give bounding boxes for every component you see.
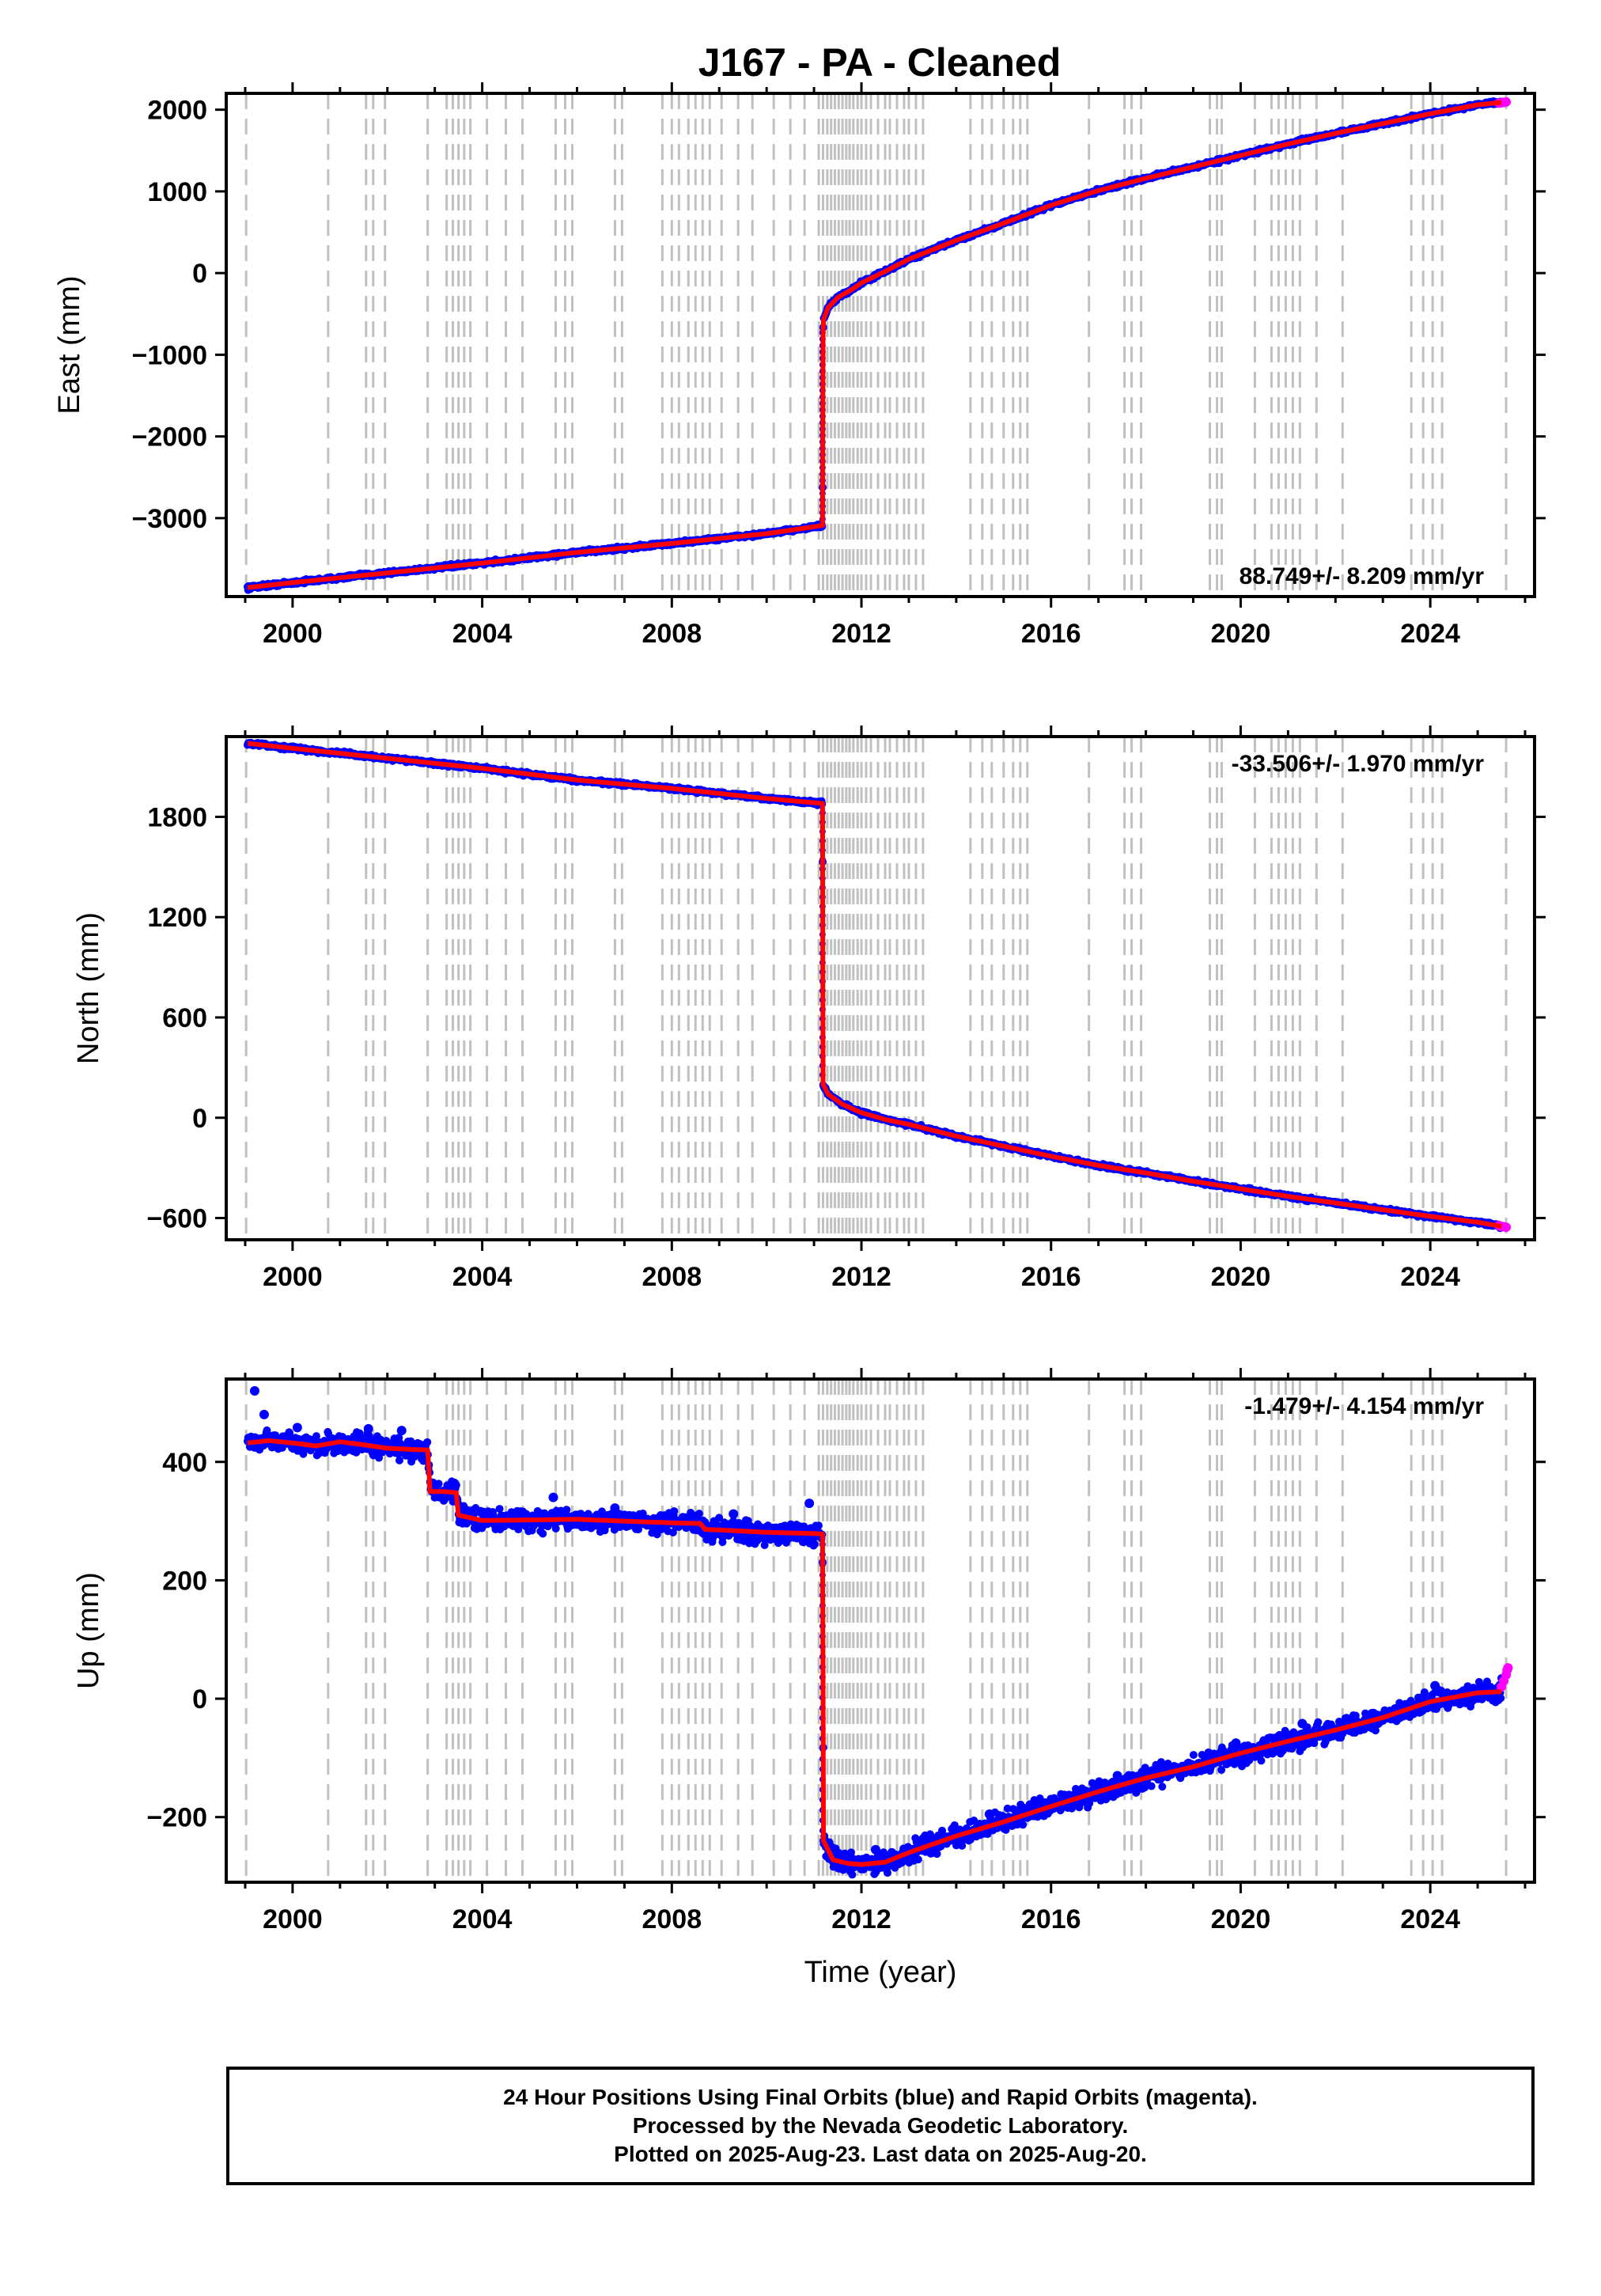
rapid-orbit-point: [1501, 97, 1512, 107]
x-tick-label: 2012: [831, 619, 891, 649]
x-tick-label: 2008: [642, 619, 702, 649]
x-tick-label: 2008: [642, 1262, 702, 1292]
figure-title: J167 - PA - Cleaned: [698, 40, 1062, 85]
y-tick-label: 600: [162, 1003, 207, 1033]
x-tick-label: 2016: [1021, 1262, 1081, 1292]
y-axis-label: East (mm): [53, 275, 86, 414]
y-tick-label: −2000: [132, 422, 208, 453]
panel-1: 2000 2004 2008 2012 2016 2020 2024 −3000 −2000 −1…: [53, 82, 1546, 649]
velocity-rate-label: 88.749+/- 8.209 mm/yr: [1240, 563, 1485, 589]
model-fit-line: [247, 100, 1502, 590]
x-tick-label: 2000: [263, 619, 323, 649]
y-tick-label: −600: [146, 1204, 207, 1234]
axis-frame: [225, 735, 1536, 1241]
x-tick-label: 2016: [1021, 619, 1081, 649]
rapid-orbit-point: [1501, 1222, 1512, 1233]
x-tick-label: 2020: [1211, 1262, 1271, 1292]
plot-area: [243, 93, 1512, 597]
y-tick-label: 0: [192, 259, 207, 289]
x-tick-label: 2004: [452, 619, 513, 649]
x-tick-label: 2024: [1400, 619, 1460, 649]
y-tick-label: −1000: [132, 340, 208, 370]
x-tick-label: 2012: [831, 1262, 891, 1292]
y-tick-label: −3000: [132, 504, 208, 534]
panels: 2000 2004 2008 2012 2016 2020 2024 −3000 −2000 −1…: [53, 82, 1546, 1989]
x-tick-label: 2020: [1211, 619, 1271, 649]
plot-area: [243, 737, 1512, 1240]
x-tick-label: 2000: [263, 1262, 323, 1292]
x-tick-label: 2004: [452, 1262, 513, 1292]
y-axis-label: North (mm): [72, 912, 105, 1064]
y-tick-label: 1000: [147, 177, 207, 207]
model-fit-line: [247, 741, 1502, 1229]
panel-3: 2000 2004 2008 2012 2016 2020 2024−2000200400U…: [72, 1368, 1546, 1989]
velocity-rate-label: -33.506+/- 1.970 mm/yr: [1232, 751, 1485, 777]
axis-frame: [225, 92, 1536, 598]
x-tick-label: 2024: [1400, 1262, 1460, 1292]
y-tick-label: 1800: [147, 802, 207, 832]
y-tick-label: 1200: [147, 903, 207, 933]
panel-2: 2000 2004 2008 2012 2016 2020 2024 −600 0 600 1200…: [72, 726, 1546, 1292]
y-tick-label: 2000: [147, 96, 207, 126]
plot-area: [243, 1379, 1513, 1882]
y-tick-label: 0: [192, 1104, 207, 1134]
